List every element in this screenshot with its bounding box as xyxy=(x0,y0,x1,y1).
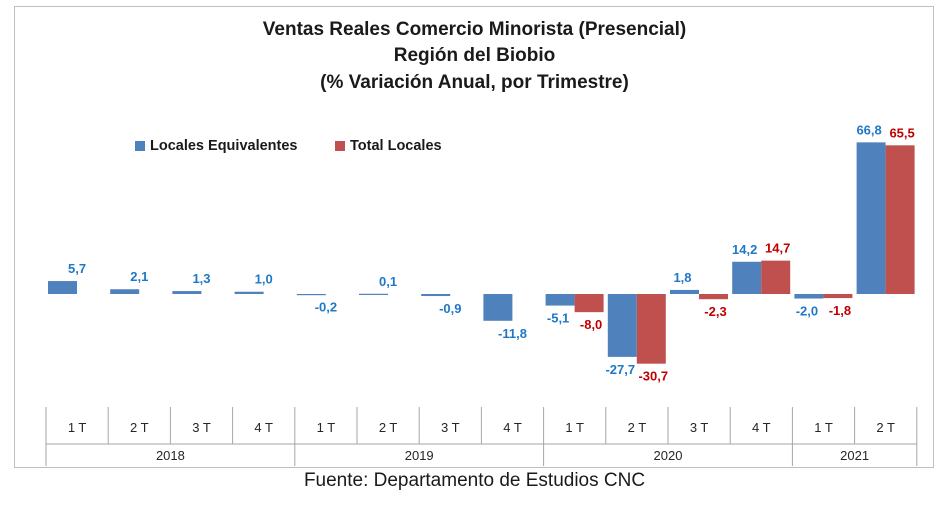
legend-item-locales-equivalentes: Locales Equivalentes xyxy=(135,138,297,154)
bar-locales-equivalentes-3 xyxy=(234,291,264,294)
category-tick-label: 1 T xyxy=(68,420,87,435)
data-label: 66,8 xyxy=(856,122,881,137)
legend-item-total-locales: Total Locales xyxy=(335,138,442,154)
data-label: 65,5 xyxy=(889,125,914,140)
category-tick-label: 1 T xyxy=(814,420,833,435)
data-label: -11,8 xyxy=(498,326,527,341)
group-label-2019: 2019 xyxy=(405,448,434,463)
source-note: Fuente: Departamento de Estudios CNC xyxy=(303,470,646,491)
bar-locales-equivalentes-0 xyxy=(48,281,77,294)
data-label: 14,7 xyxy=(765,241,790,256)
data-label: 2,1 xyxy=(130,269,148,284)
category-tick-label: 3 T xyxy=(441,420,460,435)
data-label: 14,2 xyxy=(732,242,757,257)
chart-title-line-3: (% Variación Anual, por Trimestre) xyxy=(320,72,629,93)
data-label: -1,8 xyxy=(829,303,851,318)
category-tick-label: 1 T xyxy=(565,420,584,435)
bar-locales-equivalentes-7 xyxy=(483,294,513,321)
bar-total-locales-8 xyxy=(574,294,604,313)
chart-frame xyxy=(14,6,934,468)
bar-locales-equivalentes-8 xyxy=(545,294,575,306)
data-label: 1,8 xyxy=(673,270,691,285)
data-label: -2,3 xyxy=(704,304,726,319)
bar-locales-equivalentes-6 xyxy=(421,294,451,297)
category-tick-label: 2 T xyxy=(628,420,647,435)
data-label: -8,0 xyxy=(580,317,602,332)
bar-locales-equivalentes-13 xyxy=(856,142,886,294)
legend-swatch-red xyxy=(335,141,345,151)
data-label: 0,1 xyxy=(379,274,397,289)
group-label-2018: 2018 xyxy=(156,448,185,463)
bar-total-locales-11 xyxy=(761,260,791,294)
category-tick-label: 3 T xyxy=(192,420,211,435)
bar-total-locales-10 xyxy=(699,294,728,300)
category-tick-label: 2 T xyxy=(130,420,149,435)
data-label: 1,0 xyxy=(255,272,273,287)
data-label: 1,3 xyxy=(192,271,210,286)
category-tick-label: 3 T xyxy=(690,420,709,435)
data-label: -30,7 xyxy=(638,369,668,384)
bar-locales-equivalentes-2 xyxy=(172,291,202,294)
chart-title-line-1: Ventas Reales Comercio Minorista (Presen… xyxy=(262,19,687,40)
bar-locales-equivalentes-5 xyxy=(359,293,388,295)
category-tick-label: 4 T xyxy=(752,420,771,435)
data-label: -2,0 xyxy=(796,304,818,319)
legend-swatch-blue xyxy=(135,141,145,151)
data-label: 5,7 xyxy=(68,261,86,276)
data-label: -27,7 xyxy=(605,362,635,377)
legend-label: Locales Equivalentes xyxy=(150,138,298,154)
bar-locales-equivalentes-1 xyxy=(110,289,140,294)
chart-title-line-2: Región del Biobio xyxy=(393,45,556,66)
group-label-2021: 2021 xyxy=(840,448,869,463)
bar-total-locales-13 xyxy=(885,145,915,294)
legend-label: Total Locales xyxy=(350,138,442,154)
bar-locales-equivalentes-9 xyxy=(607,294,637,357)
data-label: -0,2 xyxy=(315,299,337,314)
bar-locales-equivalentes-10 xyxy=(670,289,699,294)
bar-total-locales-12 xyxy=(823,294,853,299)
category-tick-label: 4 T xyxy=(254,420,273,435)
bar-locales-equivalentes-12 xyxy=(794,294,824,299)
bar-total-locales-9 xyxy=(636,294,666,364)
category-tick-label: 4 T xyxy=(503,420,522,435)
category-tick-label: 2 T xyxy=(876,420,895,435)
data-label: -5,1 xyxy=(547,311,569,326)
category-tick-label: 2 T xyxy=(379,420,398,435)
category-tick-label: 1 T xyxy=(317,420,336,435)
bar-locales-equivalentes-11 xyxy=(732,261,762,294)
data-label: -0,9 xyxy=(439,301,461,316)
group-label-2020: 2020 xyxy=(654,448,683,463)
bar-locales-equivalentes-4 xyxy=(296,294,326,296)
